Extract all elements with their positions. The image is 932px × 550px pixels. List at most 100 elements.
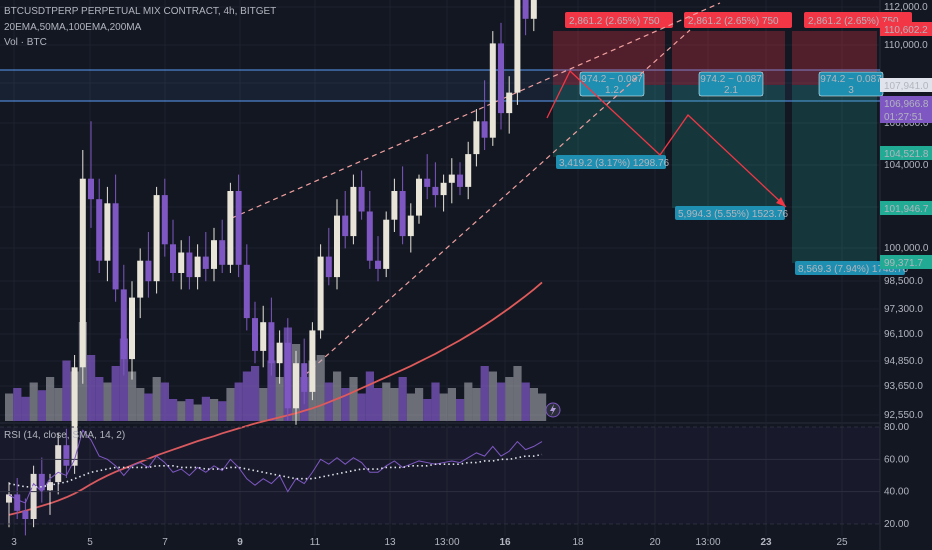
candle-body bbox=[243, 264, 250, 319]
trendline-upper bbox=[231, 2, 721, 219]
risk-reward-ratio: 1.2 bbox=[605, 85, 619, 96]
volume-bar bbox=[497, 382, 506, 421]
volume-bar bbox=[456, 399, 465, 421]
candle-body bbox=[522, 0, 529, 19]
volume-bar bbox=[472, 388, 481, 421]
candle-body bbox=[489, 43, 496, 138]
stop-label: 2,861.2 (2.65%) 750 bbox=[569, 16, 660, 27]
target-label-box bbox=[675, 206, 785, 220]
volume-bar bbox=[169, 399, 178, 421]
volume-bar bbox=[398, 377, 407, 421]
x-tick-label: 20 bbox=[649, 537, 661, 548]
volume-bar bbox=[111, 366, 120, 421]
stop-label-box bbox=[565, 12, 673, 28]
target-zone bbox=[792, 85, 877, 263]
rsi-line bbox=[8, 429, 543, 504]
volume-bar bbox=[13, 388, 22, 421]
candle-body bbox=[153, 195, 160, 282]
candle-body bbox=[38, 473, 45, 491]
volume-bar bbox=[406, 393, 415, 421]
price-tick-label: 93,650.0 bbox=[884, 381, 923, 392]
candle-body bbox=[194, 256, 201, 278]
candle-body bbox=[170, 244, 176, 273]
candle-body bbox=[317, 256, 324, 331]
price-axis-tag-label: 104,521.8 bbox=[884, 149, 929, 160]
volume-bar bbox=[218, 401, 227, 421]
candle-body bbox=[55, 445, 62, 483]
x-tick-label: 18 bbox=[572, 537, 584, 548]
x-tick-label: 9 bbox=[237, 537, 243, 548]
volume-bar bbox=[316, 355, 325, 421]
price-axis-tag bbox=[880, 78, 932, 92]
candle-body bbox=[268, 322, 275, 364]
volume-bar bbox=[505, 377, 514, 421]
x-tick-label: 13:00 bbox=[695, 537, 720, 548]
volume-bar bbox=[349, 377, 358, 421]
volume-bar bbox=[341, 388, 350, 421]
rsi-legend[interactable]: RSI (14, close, SMA, 14, 2) bbox=[4, 430, 126, 441]
price-axis-tag-label: 01:27:51 bbox=[884, 112, 923, 123]
candle-body bbox=[514, 0, 521, 93]
candle-body bbox=[375, 260, 381, 269]
candle-body bbox=[481, 121, 488, 138]
volume-bar bbox=[267, 360, 276, 421]
candle-body bbox=[416, 178, 422, 216]
volume-bar bbox=[513, 366, 522, 421]
x-tick-label: 3 bbox=[11, 537, 17, 548]
candle-body bbox=[276, 342, 283, 364]
candle-body bbox=[498, 43, 504, 114]
volume-bar bbox=[538, 393, 547, 421]
candle-body bbox=[235, 191, 242, 265]
candle-body bbox=[22, 510, 29, 519]
volume-bar bbox=[87, 355, 96, 421]
target-label: 8,569.3 (7.94%) 1748.76 bbox=[798, 264, 909, 275]
volume-bar bbox=[251, 366, 260, 421]
volume-legend[interactable]: Vol · BTC bbox=[4, 37, 47, 48]
price-tick-label: 92,550.0 bbox=[884, 410, 923, 421]
projection-arrow bbox=[776, 197, 786, 207]
price-axis-tag-label: 99,371.7 bbox=[884, 258, 923, 269]
x-tick-label: 11 bbox=[310, 537, 321, 548]
price-tick-label: 106,000.0 bbox=[884, 118, 929, 129]
target-label-box bbox=[556, 155, 666, 169]
price-tick-label: 112,000.0 bbox=[884, 2, 928, 13]
price-tick-label: 100,000.0 bbox=[884, 243, 929, 254]
candle-body bbox=[309, 330, 316, 392]
volume-bar bbox=[160, 382, 169, 421]
symbol-title[interactable]: BTCUSDTPERP PERPETUAL MIX CONTRACT, 4h, … bbox=[4, 6, 277, 17]
candle-body bbox=[325, 256, 332, 278]
projection-path bbox=[546, 69, 787, 208]
candle-body bbox=[71, 367, 78, 466]
volume-bar bbox=[144, 393, 153, 421]
volume-bar bbox=[62, 360, 71, 421]
volume-bar bbox=[357, 393, 366, 421]
risk-reward-box bbox=[579, 71, 645, 97]
target-label: 3,419.2 (3.17%) 1298.76 bbox=[559, 158, 670, 169]
candle-body bbox=[457, 174, 463, 187]
candle-body bbox=[383, 219, 390, 269]
candle-body bbox=[358, 186, 365, 212]
volume-bar bbox=[439, 393, 448, 421]
candle-body bbox=[88, 178, 94, 200]
volume-bar bbox=[390, 388, 399, 421]
candle-body bbox=[301, 363, 308, 392]
candle-body bbox=[178, 252, 185, 273]
indicator-legend[interactable]: 20EMA,50MA,100EMA,200MA bbox=[4, 22, 142, 33]
candle-body bbox=[120, 289, 127, 360]
target-label-box bbox=[795, 261, 905, 275]
x-tick-label: 7 bbox=[162, 537, 168, 548]
volume-bar bbox=[259, 388, 268, 421]
stop-label: 2,861.2 (2.65%) 750 bbox=[808, 16, 899, 27]
candle-body bbox=[350, 186, 357, 237]
x-tick-label: 16 bbox=[499, 537, 511, 548]
volume-bar bbox=[37, 390, 46, 421]
candle-body bbox=[366, 211, 373, 261]
volume-bar bbox=[365, 371, 374, 421]
price-axis-tag bbox=[880, 201, 932, 215]
candle-body bbox=[440, 182, 447, 196]
risk-reward-ratio: 3 bbox=[848, 85, 854, 96]
candle-body bbox=[334, 215, 340, 278]
volume-bar bbox=[415, 388, 424, 421]
